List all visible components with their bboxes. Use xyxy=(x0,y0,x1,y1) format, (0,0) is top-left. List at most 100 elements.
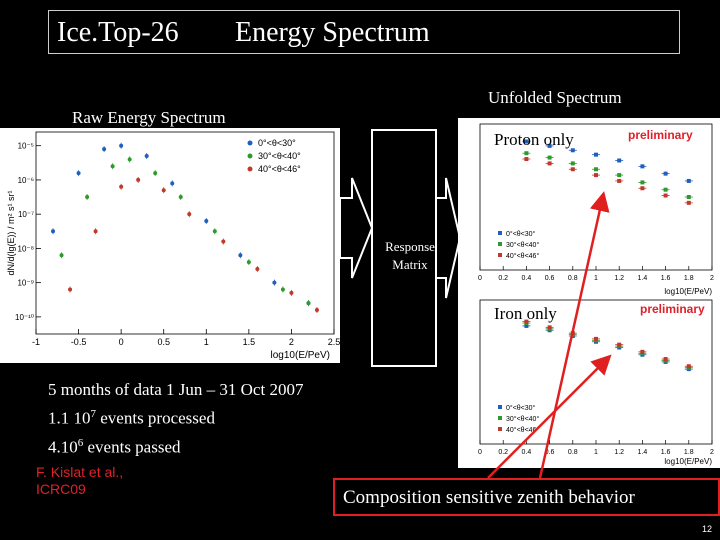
response-matrix-diagram xyxy=(339,129,462,367)
raw-x-tick-label: 2.5 xyxy=(328,337,340,347)
iron-data-point xyxy=(686,364,691,369)
proton-data-point xyxy=(617,158,622,163)
proton-x-tick-label: 1.4 xyxy=(638,275,648,282)
proton-data-point xyxy=(640,180,645,185)
iron-data-point xyxy=(663,357,668,362)
raw-data-point xyxy=(306,301,311,306)
iron-data-point xyxy=(524,319,529,324)
iron-legend-marker xyxy=(498,427,502,431)
proton-panel: 0 0.2 0.4 0.6 0.8 1 1.2 1.4 1.6 1.8 2 0°<θ<30° 30°<… xyxy=(458,118,720,300)
proton-data-point xyxy=(570,148,575,153)
raw-spectrum-panel: 10⁻⁵ 10⁻⁶ 10⁻⁷ 10⁻⁸ 10⁻⁹ 10⁻¹⁰ -1 -0.5 0 0.5 1 1.5… xyxy=(0,128,340,363)
raw-legend-label: 40°<θ<46° xyxy=(258,164,301,174)
fact-line-2: 1.1 107 events processed xyxy=(48,402,303,431)
proton-x-tick-label: 2 xyxy=(710,275,714,282)
proton-x-tick-label: 0 xyxy=(478,275,482,282)
raw-y-tick-label: 10⁻⁶ xyxy=(18,176,34,185)
proton-legend-label: 40°<θ<46° xyxy=(506,252,539,260)
raw-legend-label: 0°<θ<30° xyxy=(258,138,296,148)
fact-3-base: 4.10 xyxy=(48,437,78,457)
raw-data-point xyxy=(102,147,107,152)
iron-x-tick-label: 0 xyxy=(478,449,482,456)
proton-x-tick-label: 1 xyxy=(594,275,598,282)
proton-legend-label: 0°<θ<30° xyxy=(506,230,536,238)
page-number: 12 xyxy=(701,524,712,534)
response-label-line2: Matrix xyxy=(392,257,428,272)
raw-data-point xyxy=(51,229,56,234)
citation-line-2: ICRC09 xyxy=(36,481,86,497)
raw-data-point xyxy=(68,287,73,292)
iron-legend-marker xyxy=(498,416,502,420)
iron-legend-label: 30°<θ<40° xyxy=(506,415,539,423)
iron-x-tick-label: 0.2 xyxy=(498,449,508,456)
response-label-line1: Response xyxy=(385,239,435,254)
iron-x-tick-label: 0.6 xyxy=(545,449,555,456)
response-matrix-label: Response Matrix xyxy=(372,238,448,274)
raw-data-point xyxy=(212,229,217,234)
raw-x-tick-label: 2 xyxy=(289,337,294,347)
citation: F. Kislat et al., ICRC09 xyxy=(36,464,123,498)
fact-3-exponent: 6 xyxy=(77,436,84,449)
raw-data-point xyxy=(221,239,226,244)
raw-data-point xyxy=(161,188,166,193)
raw-legend-marker xyxy=(247,166,253,172)
raw-data-point xyxy=(272,280,277,285)
raw-y-tick-label: 10⁻⁹ xyxy=(17,279,34,288)
iron-data-point xyxy=(570,331,575,336)
iron-x-tick-label: 0.8 xyxy=(568,449,578,456)
proton-x-tick-label: 0.8 xyxy=(568,275,578,282)
fact-line-1: 5 months of data 1 Jun – 31 Oct 2007 xyxy=(48,380,304,399)
raw-x-tick-label: 1.5 xyxy=(243,337,256,347)
iron-x-axis-label: log10(E/PeV) xyxy=(664,457,712,466)
proton-data-point xyxy=(524,157,529,162)
raw-data-point xyxy=(255,266,260,271)
raw-data-point xyxy=(136,177,141,182)
iron-x-tick-label: 2 xyxy=(710,449,714,456)
proton-x-tick-label: 1.2 xyxy=(614,275,624,282)
fact-2-exponent: 7 xyxy=(90,408,97,420)
raw-data-point xyxy=(59,253,64,258)
raw-x-tick-label: 0.5 xyxy=(157,337,170,347)
raw-data-point xyxy=(178,195,183,200)
iron-data-point xyxy=(594,336,598,341)
proton-chart: 0 0.2 0.4 0.6 0.8 1 1.2 1.4 1.6 1.8 2 0°<θ<30° 30°<… xyxy=(478,123,714,296)
raw-legend-marker xyxy=(247,153,253,159)
proton-x-tick-label: 0.4 xyxy=(522,275,532,282)
iron-data-point xyxy=(640,349,645,354)
iron-data-point xyxy=(524,323,529,328)
raw-data-point xyxy=(127,157,132,162)
proton-data-point xyxy=(594,152,598,157)
proton-data-point xyxy=(663,193,668,198)
raw-y-tick-label: 10⁻¹⁰ xyxy=(15,313,34,322)
composition-text: Composition sensitive zenith behavior xyxy=(343,487,635,508)
citation-line-1: F. Kislat et al., xyxy=(36,464,124,480)
raw-data-point xyxy=(153,171,158,176)
raw-x-tick-label: 1 xyxy=(204,337,209,347)
proton-data-point xyxy=(594,167,598,172)
iron-legend-label: 0°<θ<30° xyxy=(506,404,536,412)
proton-data-point xyxy=(617,178,622,183)
proton-x-tick-label: 1.6 xyxy=(661,275,671,282)
raw-data-point xyxy=(280,287,285,292)
raw-spectrum-label: Raw Energy Spectrum xyxy=(72,108,226,127)
proton-data-point xyxy=(594,173,598,178)
proton-legend-label: 30°<θ<40° xyxy=(506,241,539,249)
proton-preliminary: preliminary xyxy=(628,128,693,142)
proton-x-tick-label: 1.8 xyxy=(684,275,694,282)
iron-legend-marker xyxy=(498,405,502,409)
raw-data-point xyxy=(187,212,192,217)
iron-preliminary: preliminary xyxy=(640,302,705,316)
proton-data-point xyxy=(640,186,645,191)
raw-x-tick-label: -0.5 xyxy=(71,337,87,347)
proton-data-point xyxy=(617,173,622,178)
fact-2-base: 1.1 10 xyxy=(48,408,91,428)
iron-x-tick-label: 1.6 xyxy=(661,449,671,456)
proton-data-point xyxy=(524,139,529,144)
proton-data-point xyxy=(686,195,691,199)
iron-title: Iron only xyxy=(494,304,557,323)
proton-data-point xyxy=(570,167,575,172)
raw-data-point xyxy=(204,219,209,224)
iron-x-tick-label: 1.8 xyxy=(684,449,694,456)
proton-data-point xyxy=(663,171,668,176)
fact-3-text: events passed xyxy=(83,437,181,457)
